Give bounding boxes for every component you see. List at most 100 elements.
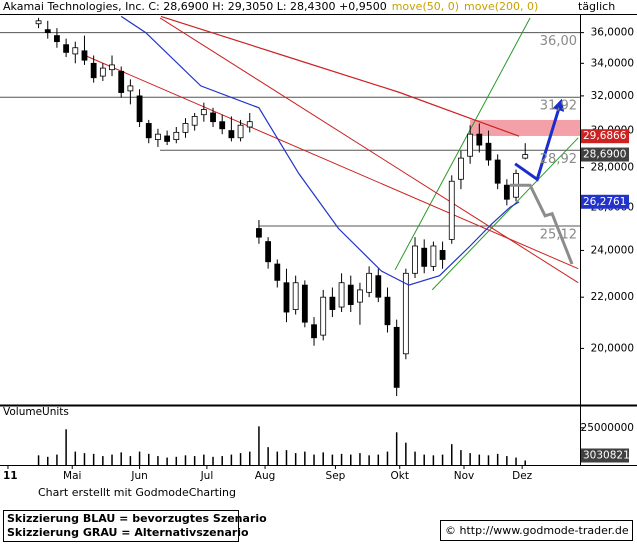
- volume-bar: [203, 454, 205, 465]
- price-tag-label: 29,6866: [583, 130, 627, 142]
- candle-body: [54, 35, 60, 43]
- volume-bar: [230, 454, 233, 465]
- volume-bar: [138, 451, 141, 465]
- volume-bar: [65, 429, 67, 465]
- candle-body: [366, 272, 373, 293]
- candle-body: [347, 284, 354, 305]
- volume-bar: [386, 451, 389, 465]
- candle-body: [301, 284, 308, 323]
- price-tag: [581, 194, 629, 209]
- candle-body: [246, 121, 253, 128]
- y-tick-label: 34,0000: [591, 57, 634, 69]
- candle-body: [292, 282, 299, 310]
- candle-body: [522, 154, 529, 159]
- volume-bar: [460, 450, 462, 465]
- candle-body: [44, 29, 51, 34]
- note: Skizzierung GRAU = Alternativszenario: [7, 526, 249, 539]
- chart-title: Akamai Technologies, Inc. C: 28,6900 H: …: [3, 0, 387, 13]
- candle-body: [384, 296, 391, 326]
- candle-body: [375, 275, 382, 298]
- y-tick-label: 24,0000: [591, 244, 634, 256]
- price-tag-label: 28,6900: [583, 149, 626, 161]
- url-box: [440, 520, 633, 541]
- candle-body: [127, 85, 134, 92]
- volume-bar: [515, 457, 517, 465]
- volume-bar: [322, 452, 324, 465]
- candle-body: [402, 272, 409, 355]
- x-tick-label: Aug: [255, 470, 276, 482]
- volume-bar: [313, 454, 315, 465]
- volume-bar: [377, 454, 380, 465]
- candle-body: [118, 70, 125, 93]
- scenario-path: [514, 98, 565, 182]
- volume-bar: [212, 456, 214, 465]
- legend-entry: move(50, 0): [392, 0, 459, 13]
- x-tick-label: Sep: [326, 470, 346, 482]
- volume-bar: [294, 453, 297, 465]
- y-tick-label: 36,0000: [591, 27, 634, 39]
- x-tick-label: 11: [3, 470, 18, 482]
- price-tag-label: 26,2761: [583, 196, 626, 208]
- y-tick-label: 20,0000: [591, 342, 634, 354]
- candle-body: [90, 62, 97, 79]
- x-tick-label: Jul: [200, 470, 214, 482]
- volume-bar: [506, 456, 508, 465]
- level-label: 31,92: [540, 99, 577, 114]
- plot-area: [0, 15, 580, 397]
- volume-bar: [496, 453, 499, 465]
- candle-body: [81, 50, 88, 61]
- volume-bar: [350, 454, 352, 465]
- candle-body: [320, 296, 327, 336]
- volume-bar: [56, 454, 58, 465]
- level-label: 25,12: [540, 227, 577, 242]
- volume-bar: [423, 454, 425, 465]
- volume-bar: [102, 456, 104, 465]
- overlay: 20,000022,000024,000026,000028,000030,00…: [3, 27, 634, 482]
- candle-body: [485, 142, 492, 161]
- legend-entry: move(200, 0): [464, 0, 538, 13]
- volume-bar: [340, 453, 343, 465]
- volume-bar: [267, 447, 269, 465]
- volume-bar: [451, 444, 453, 465]
- volume-bar: [120, 452, 122, 465]
- candle-body: [191, 116, 198, 126]
- header: Akamai Technologies, Inc. C: 28,6900 H: …: [3, 0, 538, 13]
- volume-title: VolumeUnits: [3, 406, 69, 418]
- volume-bar: [414, 451, 416, 465]
- candle-body: [164, 135, 171, 142]
- x-tick-label: Nov: [454, 470, 475, 482]
- candle-body: [467, 133, 474, 157]
- candle-body: [283, 282, 290, 313]
- x-tick-label: Okt: [390, 470, 408, 482]
- candle-body: [136, 95, 143, 123]
- candle-body: [503, 184, 510, 200]
- candle-body: [228, 130, 235, 139]
- candle-body: [421, 247, 428, 267]
- candle-body: [448, 180, 455, 240]
- candle-body: [219, 121, 226, 130]
- y-tick-label: 32,0000: [591, 90, 634, 102]
- volume-bar: [331, 454, 334, 465]
- volume-bar: [276, 451, 279, 465]
- candle-body: [35, 20, 42, 25]
- volume-bar: [524, 460, 526, 465]
- candle-body: [338, 282, 345, 308]
- candle-body: [210, 112, 216, 123]
- url: © http://www.godmode-trader.de: [445, 524, 629, 537]
- scenario-path: [509, 183, 574, 265]
- trend-line: [84, 55, 579, 270]
- timeframe: täglich: [578, 0, 615, 13]
- candle-body: [393, 326, 400, 388]
- volume-bar: [129, 456, 132, 465]
- candle-body: [182, 123, 189, 133]
- volume-bar: [469, 453, 471, 465]
- candle-body: [99, 67, 106, 77]
- candle-body: [155, 133, 161, 140]
- candle-body: [357, 289, 363, 303]
- volume-bar: [405, 442, 407, 465]
- volume-bar: [249, 451, 251, 465]
- candle-body: [72, 47, 79, 55]
- x-tick-label: Jun: [130, 470, 147, 482]
- x-tick-label: Mai: [63, 470, 81, 482]
